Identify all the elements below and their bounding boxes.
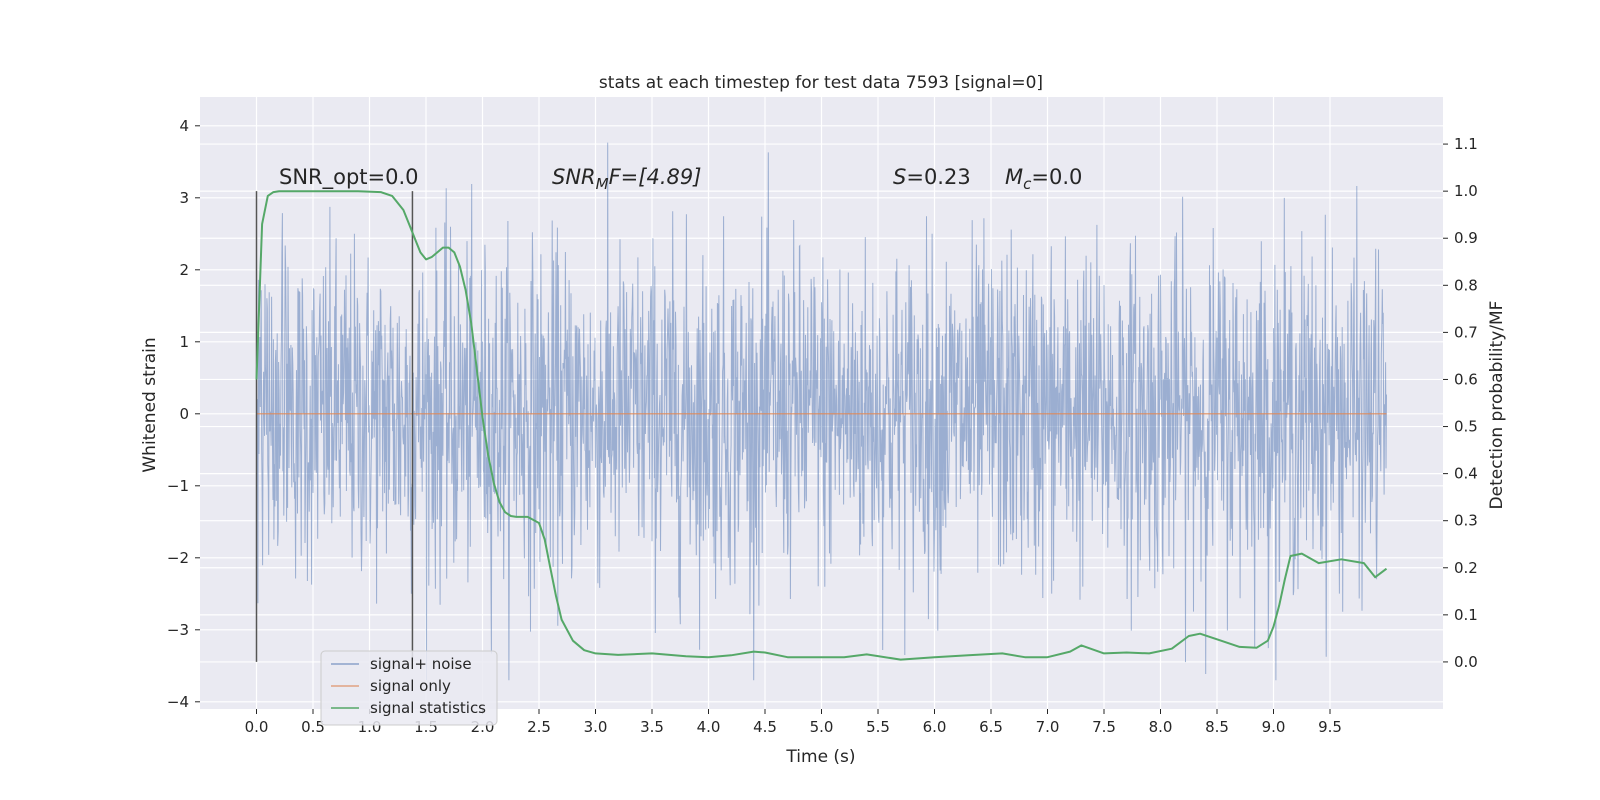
legend-label-stats: signal statistics [370,699,486,717]
y-tick-label-1: 3 [179,189,189,207]
y-tick-label-4: 0 [179,405,189,423]
x-tick-label-16: 8.0 [1149,718,1173,736]
legend-label-signal-only: signal only [370,677,451,695]
x-tick-label-6: 3.0 [584,718,608,736]
x-tick-label-15: 7.5 [1092,718,1116,736]
annotation-mc-value: =0.0 [1031,165,1082,189]
annotation-mc-label: M [1005,165,1023,189]
chart-title: stats at each timestep for test data 759… [599,73,1043,93]
annotation-s-label: S [893,165,906,189]
stats-line [255,190,1388,661]
noise-line [256,142,1387,681]
legend-box [320,650,498,726]
x-tick-label-14: 7.0 [1036,718,1060,736]
annotation-snr-mf-value: F=[4.89] [609,165,702,189]
y2-axis-label: Detection probability/MF [1487,301,1507,510]
y-axis-label: Whitened strain [140,337,160,472]
annotation-snr-opt: SNR_opt=0.0 [279,165,419,190]
x-tick-label-10: 5.0 [810,718,834,736]
y2-tick-label-3: 0.8 [1454,276,1478,294]
y2-tick-label-2: 0.9 [1454,229,1478,247]
y-tick-label-5: −1 [167,477,189,495]
y2-tick-label-7: 0.4 [1454,465,1478,483]
annotation-s-value: =0.23 [906,165,970,189]
y-tick-label-6: −2 [167,549,189,567]
y-tick-label-2: 2 [179,261,189,279]
y-axis-ticks: 4 3 2 1 0 −1 −2 −3 −4 [167,117,200,711]
x-tick-label-9: 4.5 [753,718,777,736]
x-tick-label-17: 8.5 [1205,718,1229,736]
x-tick-label-11: 5.5 [866,718,890,736]
noise-series [256,142,1387,681]
x-tick-label-5: 2.5 [527,718,551,736]
x-tick-label-1: 0.5 [301,718,325,736]
y2-tick-label-1: 1.0 [1454,182,1478,200]
y2-tick-label-0: 1.1 [1454,135,1478,153]
x-tick-label-19: 9.5 [1318,718,1342,736]
annotation-snr-mf-sub: M [596,175,609,193]
x-tick-label-7: 3.5 [640,718,664,736]
annotation-mc: Mc=0.0 [1005,165,1082,193]
x-tick-label-12: 6.0 [923,718,947,736]
y2-tick-label-6: 0.5 [1454,418,1478,436]
y-tick-label-8: −4 [167,693,189,711]
x-tick-label-0: 0.0 [245,718,269,736]
y2-tick-label-10: 0.1 [1454,606,1478,624]
y2-tick-label-11: 0.0 [1454,653,1478,671]
y2-axis-ticks: 1.1 1.0 0.9 0.8 0.7 0.6 0.5 0.4 0.3 0.2 0.1 0.0 [1443,135,1478,671]
y2-tick-label-4: 0.7 [1454,323,1478,341]
y2-tick-label-5: 0.6 [1454,370,1478,388]
annotation-mc-sub: c [1023,175,1032,193]
legend: signal+ noise signal only signal statist… [320,650,498,726]
y-tick-label-0: 4 [179,117,189,135]
x-tick-label-18: 9.0 [1262,718,1286,736]
legend-label-noise: signal+ noise [370,655,472,673]
annotation-s: S=0.23 [893,165,971,189]
y2-tick-label-9: 0.2 [1454,559,1478,577]
x-axis-label: Time (s) [785,747,855,767]
x-tick-label-13: 6.5 [979,718,1003,736]
x-tick-label-8: 4.0 [697,718,721,736]
vertical-markers [255,191,414,662]
y-tick-label-3: 1 [179,333,189,351]
annotation-snr-mf-label: SNR [552,165,596,189]
annotation-snr-mf: SNRMF=[4.89] [552,165,701,193]
stats-series [255,190,1388,661]
y-tick-label-7: −3 [167,621,189,639]
y2-tick-label-8: 0.3 [1454,512,1478,530]
